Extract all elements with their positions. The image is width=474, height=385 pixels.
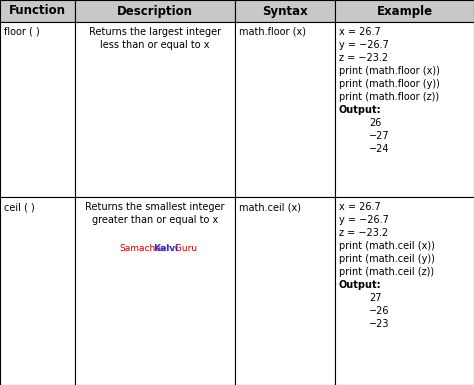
Text: y = −26.7: y = −26.7	[339, 215, 389, 225]
Text: less than or equal to x: less than or equal to x	[100, 40, 210, 50]
Text: Output:: Output:	[339, 105, 382, 115]
Bar	[235, 0, 335, 22]
Text: Function: Function	[9, 5, 66, 17]
Text: y = −26.7: y = −26.7	[339, 40, 389, 50]
Text: math.ceil (x): math.ceil (x)	[239, 202, 301, 212]
Bar	[0, 197, 75, 385]
Text: Kalvi: Kalvi	[153, 244, 178, 253]
Text: Samacheer: Samacheer	[119, 244, 170, 253]
Bar	[335, 22, 474, 197]
Text: z = −23.2: z = −23.2	[339, 53, 388, 63]
Text: Returns the largest integer: Returns the largest integer	[89, 27, 221, 37]
Text: −23: −23	[369, 319, 390, 329]
Text: 26: 26	[369, 118, 382, 128]
Text: Syntax: Syntax	[262, 5, 308, 17]
Text: −24: −24	[369, 144, 390, 154]
Text: Description: Description	[117, 5, 193, 17]
Text: −27: −27	[369, 131, 390, 141]
Text: greater than or equal to x: greater than or equal to x	[92, 215, 218, 225]
Bar	[75, 0, 235, 22]
Text: z = −23.2: z = −23.2	[339, 228, 388, 238]
Text: Output:: Output:	[339, 280, 382, 290]
Text: math.floor (x): math.floor (x)	[239, 27, 306, 37]
Bar	[335, 197, 474, 385]
Bar	[75, 197, 235, 385]
Bar	[235, 22, 335, 197]
Bar	[0, 0, 75, 22]
Text: floor ( ): floor ( )	[4, 27, 40, 37]
Text: .Guru: .Guru	[172, 244, 197, 253]
Bar	[0, 22, 75, 197]
Text: x = 26.7: x = 26.7	[339, 27, 381, 37]
Bar	[335, 0, 474, 22]
Text: ceil ( ): ceil ( )	[4, 202, 35, 212]
Text: print (math.ceil (y)): print (math.ceil (y))	[339, 254, 435, 264]
Text: print (math.floor (y)): print (math.floor (y))	[339, 79, 440, 89]
Text: −26: −26	[369, 306, 390, 316]
Text: print (math.floor (x)): print (math.floor (x))	[339, 66, 440, 76]
Text: 27: 27	[369, 293, 382, 303]
Text: print (math.floor (z)): print (math.floor (z))	[339, 92, 439, 102]
Text: Returns the smallest integer: Returns the smallest integer	[85, 202, 225, 212]
Text: print (math.ceil (x)): print (math.ceil (x))	[339, 241, 435, 251]
Text: x = 26.7: x = 26.7	[339, 202, 381, 212]
Bar	[75, 22, 235, 197]
Text: Example: Example	[376, 5, 433, 17]
Text: print (math.ceil (z)): print (math.ceil (z))	[339, 267, 434, 277]
Bar	[235, 197, 335, 385]
